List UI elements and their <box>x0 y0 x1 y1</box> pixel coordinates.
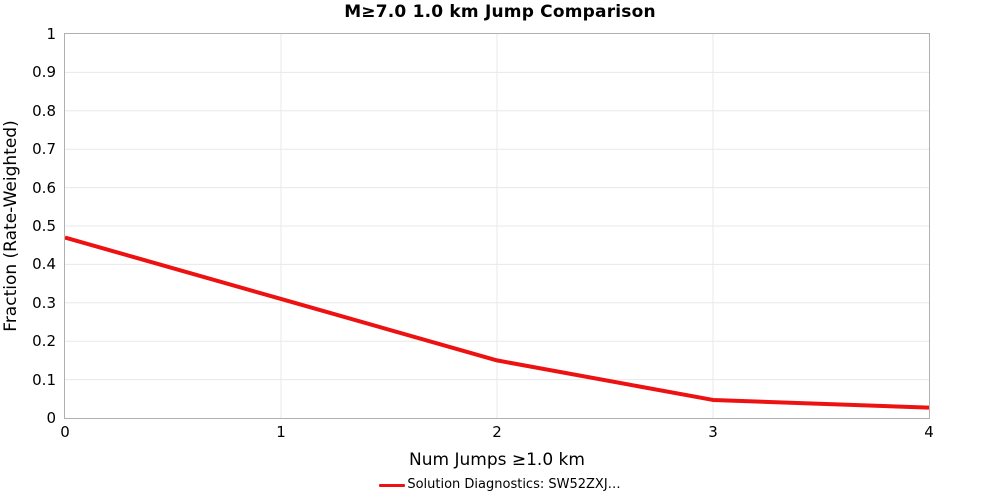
legend-entry[interactable]: Solution Diagnostics: SW52ZXJ… <box>379 477 621 492</box>
legend-label: Solution Diagnostics: SW52ZXJ… <box>407 477 621 492</box>
x-tick-label: 0 <box>60 423 70 441</box>
x-axis-tick-labels: 0 1 2 3 4 <box>0 425 1000 445</box>
y-tick-label: 0.6 <box>32 178 56 197</box>
y-tick-label: 0.9 <box>32 63 56 82</box>
y-tick-label: 0.3 <box>32 293 56 312</box>
data-series-group <box>65 235 929 410</box>
x-tick-label: 3 <box>708 423 718 441</box>
x-tick-label: 1 <box>276 423 286 441</box>
y-tick-label: 0.4 <box>32 255 56 274</box>
plot-area <box>64 33 930 419</box>
y-axis-tick-labels: 0 0.1 0.2 0.3 0.4 0.5 0.6 0.7 0.8 0.9 1 <box>0 0 56 500</box>
y-tick-label: 0.7 <box>32 140 56 159</box>
x-tick-label: 4 <box>924 423 934 441</box>
x-axis-label: Num Jumps ≥1.0 km <box>409 450 585 470</box>
plot-svg <box>65 34 929 418</box>
legend-line-icon <box>379 483 406 487</box>
y-axis-label: Fraction (Rate-Weighted) <box>1 120 21 332</box>
y-tick-label: 0.8 <box>32 101 56 120</box>
data-series-line <box>65 235 929 410</box>
chart-legend: Solution Diagnostics: SW52ZXJ… <box>0 478 1000 492</box>
y-tick-label: 0.2 <box>32 332 56 351</box>
chart-title: M≥7.0 1.0 km Jump Comparison <box>344 2 656 22</box>
y-tick-label: 1 <box>46 25 56 43</box>
y-axis-label-container: Fraction (Rate-Weighted) <box>0 33 22 419</box>
x-tick-label: 2 <box>492 423 502 441</box>
y-tick-label: 0 <box>46 409 56 427</box>
y-tick-label: 0.1 <box>32 370 56 389</box>
grid-lines <box>65 34 929 418</box>
y-tick-label: 0.5 <box>32 217 56 235</box>
